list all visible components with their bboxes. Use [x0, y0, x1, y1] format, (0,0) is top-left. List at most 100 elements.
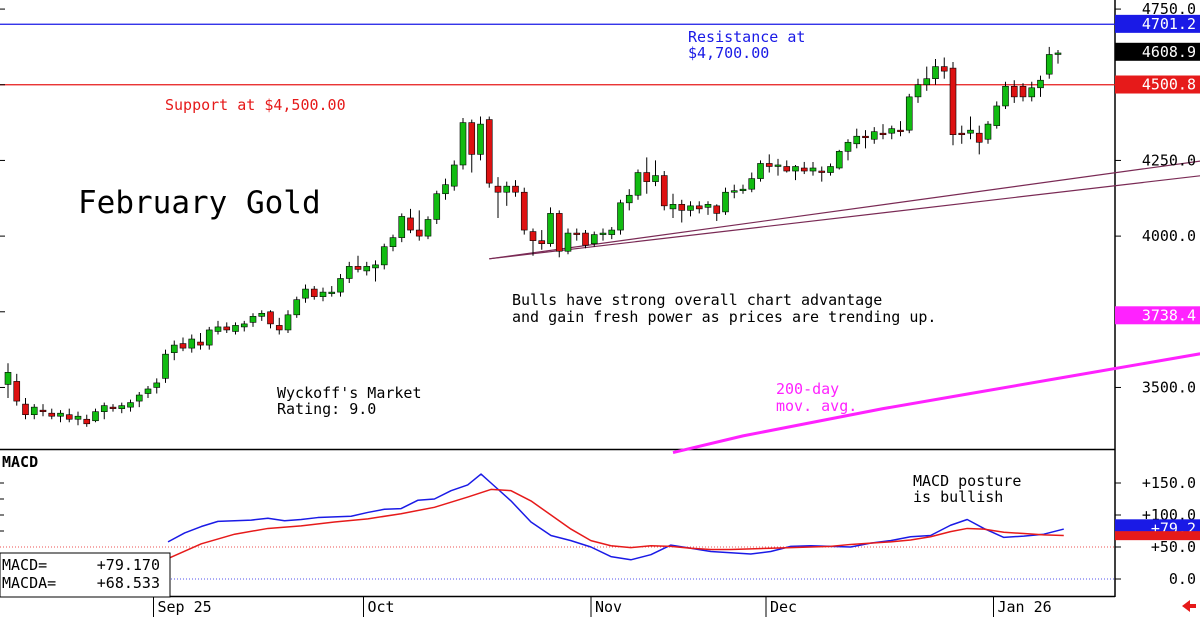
candle — [993, 101, 1001, 129]
candle — [608, 227, 616, 240]
candle-body — [547, 213, 554, 244]
candle-body — [520, 191, 528, 231]
candle — [713, 204, 721, 221]
candle-body — [617, 202, 624, 231]
candle — [380, 243, 388, 270]
moving-average-label-line1: 200-day — [776, 380, 839, 398]
candle-body — [599, 232, 607, 235]
candle — [1054, 49, 1062, 64]
candle — [564, 228, 572, 255]
candle-body — [678, 204, 686, 211]
candle-body — [1028, 87, 1036, 98]
candle — [687, 201, 694, 217]
candle-body — [888, 128, 896, 134]
candle-body — [415, 229, 423, 237]
bulls-annotation-line2: and gain fresh power as prices are trend… — [512, 308, 936, 326]
candle-body — [1010, 85, 1018, 98]
candle-body — [582, 232, 589, 246]
candle — [652, 160, 659, 187]
trendline — [489, 160, 1200, 260]
price-tag — [1115, 75, 1200, 94]
candle — [503, 181, 511, 206]
candle — [739, 184, 747, 194]
candle — [118, 402, 126, 414]
candle — [520, 187, 528, 235]
x-tick-label: Oct — [368, 598, 395, 616]
candle-body — [923, 78, 931, 86]
candle-body — [765, 163, 773, 167]
candle-body — [398, 216, 406, 238]
candle-body — [310, 288, 318, 297]
candle — [345, 261, 353, 284]
candle — [319, 287, 327, 302]
scroll-arrow-icon[interactable] — [1182, 600, 1196, 612]
candle — [774, 158, 782, 176]
candle-body — [608, 229, 616, 235]
candle-body — [363, 266, 371, 272]
candle — [512, 180, 519, 197]
candle-body — [162, 353, 169, 379]
candle — [144, 385, 152, 399]
candle-body — [372, 264, 379, 269]
bulls-annotation-line1: Bulls have strong overall chart advantag… — [512, 291, 882, 309]
candle-body — [1045, 54, 1053, 75]
candle — [153, 378, 161, 394]
candle-body — [293, 299, 301, 316]
x-tick-label: Jan 26 — [998, 598, 1052, 616]
candle — [967, 116, 974, 140]
moving-average-line — [672, 352, 1200, 454]
candle — [573, 228, 581, 241]
candle-body — [30, 406, 38, 416]
macd-readout-value: +79.170 — [97, 556, 160, 574]
y-tick-label: 4000.0 — [1142, 227, 1196, 245]
macd-y-tick-label: 0.0 — [1169, 570, 1196, 588]
y-tick-label: 3500.0 — [1142, 378, 1196, 396]
candle-body — [870, 131, 878, 140]
candle-body — [914, 84, 922, 98]
candle — [730, 184, 738, 199]
macd-readout-box — [0, 552, 171, 598]
candle-body — [328, 291, 336, 294]
candle-body — [748, 178, 756, 190]
candle — [1045, 46, 1053, 79]
candle-body — [704, 204, 712, 208]
candle-body — [442, 184, 449, 195]
candle — [555, 210, 563, 258]
price-tag-label: 4701.2 — [1142, 15, 1196, 33]
candle — [363, 261, 371, 276]
candle-body — [643, 172, 651, 182]
resistance-label-line1: Resistance at — [688, 28, 805, 46]
candle-body — [538, 240, 546, 244]
candle-body — [380, 246, 388, 266]
candle — [22, 398, 29, 420]
candle-body — [109, 406, 117, 409]
candle-body — [792, 166, 799, 172]
candle — [39, 404, 47, 417]
candle — [442, 178, 449, 200]
candle-body — [940, 66, 948, 72]
candle-body — [897, 129, 904, 132]
candle — [547, 207, 554, 247]
candle — [459, 118, 467, 170]
candle-body — [722, 191, 729, 213]
candle-body — [170, 344, 178, 353]
candle-body — [905, 96, 913, 131]
candle — [835, 149, 843, 170]
candle-body — [468, 122, 476, 155]
candle — [389, 234, 397, 252]
candle-body — [433, 193, 441, 220]
wyckoff-rating-line2: Rating: 9.0 — [277, 400, 376, 418]
candle-body — [389, 237, 397, 248]
candle-body — [669, 204, 677, 210]
candle — [1019, 83, 1027, 102]
candle — [975, 125, 983, 155]
macd-layer — [0, 473, 1115, 580]
candle-body — [240, 323, 248, 328]
candle-body — [424, 219, 432, 237]
candle — [853, 128, 861, 149]
candle-body — [590, 234, 598, 244]
candle — [932, 59, 939, 85]
candle — [879, 124, 887, 140]
candle-body — [57, 412, 64, 417]
